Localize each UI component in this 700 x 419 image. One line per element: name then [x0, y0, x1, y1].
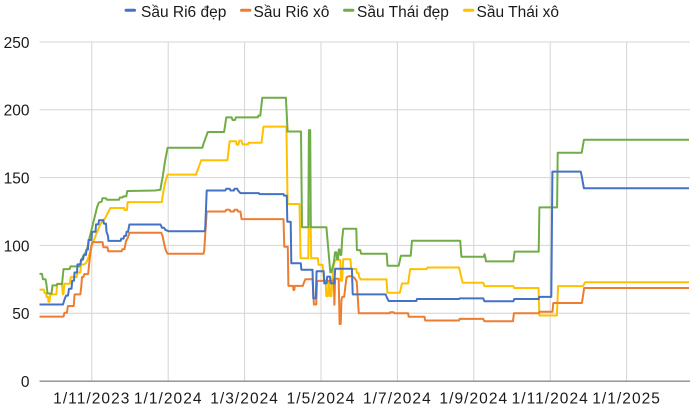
svg-text:Sầu Ri6 xô: Sầu Ri6 xô [254, 4, 330, 21]
svg-text:1/5/2024: 1/5/2024 [287, 390, 356, 407]
svg-text:100: 100 [4, 238, 30, 255]
svg-text:1/11/2024: 1/11/2024 [512, 390, 589, 407]
svg-text:150: 150 [4, 171, 30, 188]
svg-text:1/11/2023: 1/11/2023 [53, 390, 130, 407]
svg-text:200: 200 [4, 103, 30, 120]
svg-text:1/1/2024: 1/1/2024 [134, 390, 203, 407]
svg-text:1/9/2024: 1/9/2024 [439, 390, 508, 407]
svg-text:50: 50 [12, 306, 30, 323]
svg-text:Sầu Thái xô: Sầu Thái xô [477, 4, 559, 21]
svg-text:Sầu Thái đẹp: Sầu Thái đẹp [357, 4, 449, 21]
svg-text:0: 0 [21, 374, 30, 391]
svg-text:1/1/2025: 1/1/2025 [592, 390, 661, 407]
svg-text:1/7/2024: 1/7/2024 [363, 390, 432, 407]
svg-text:Sầu Ri6 đẹp: Sầu Ri6 đẹp [141, 4, 226, 21]
svg-text:1/3/2024: 1/3/2024 [210, 390, 279, 407]
svg-text:250: 250 [4, 35, 30, 52]
